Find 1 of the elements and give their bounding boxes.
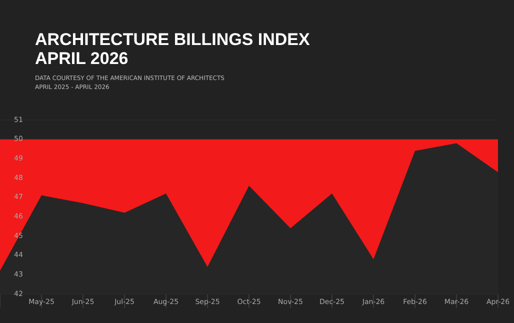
chart-title: ARCHITECTURE BILLINGS INDEX APRIL 2026: [35, 30, 310, 68]
